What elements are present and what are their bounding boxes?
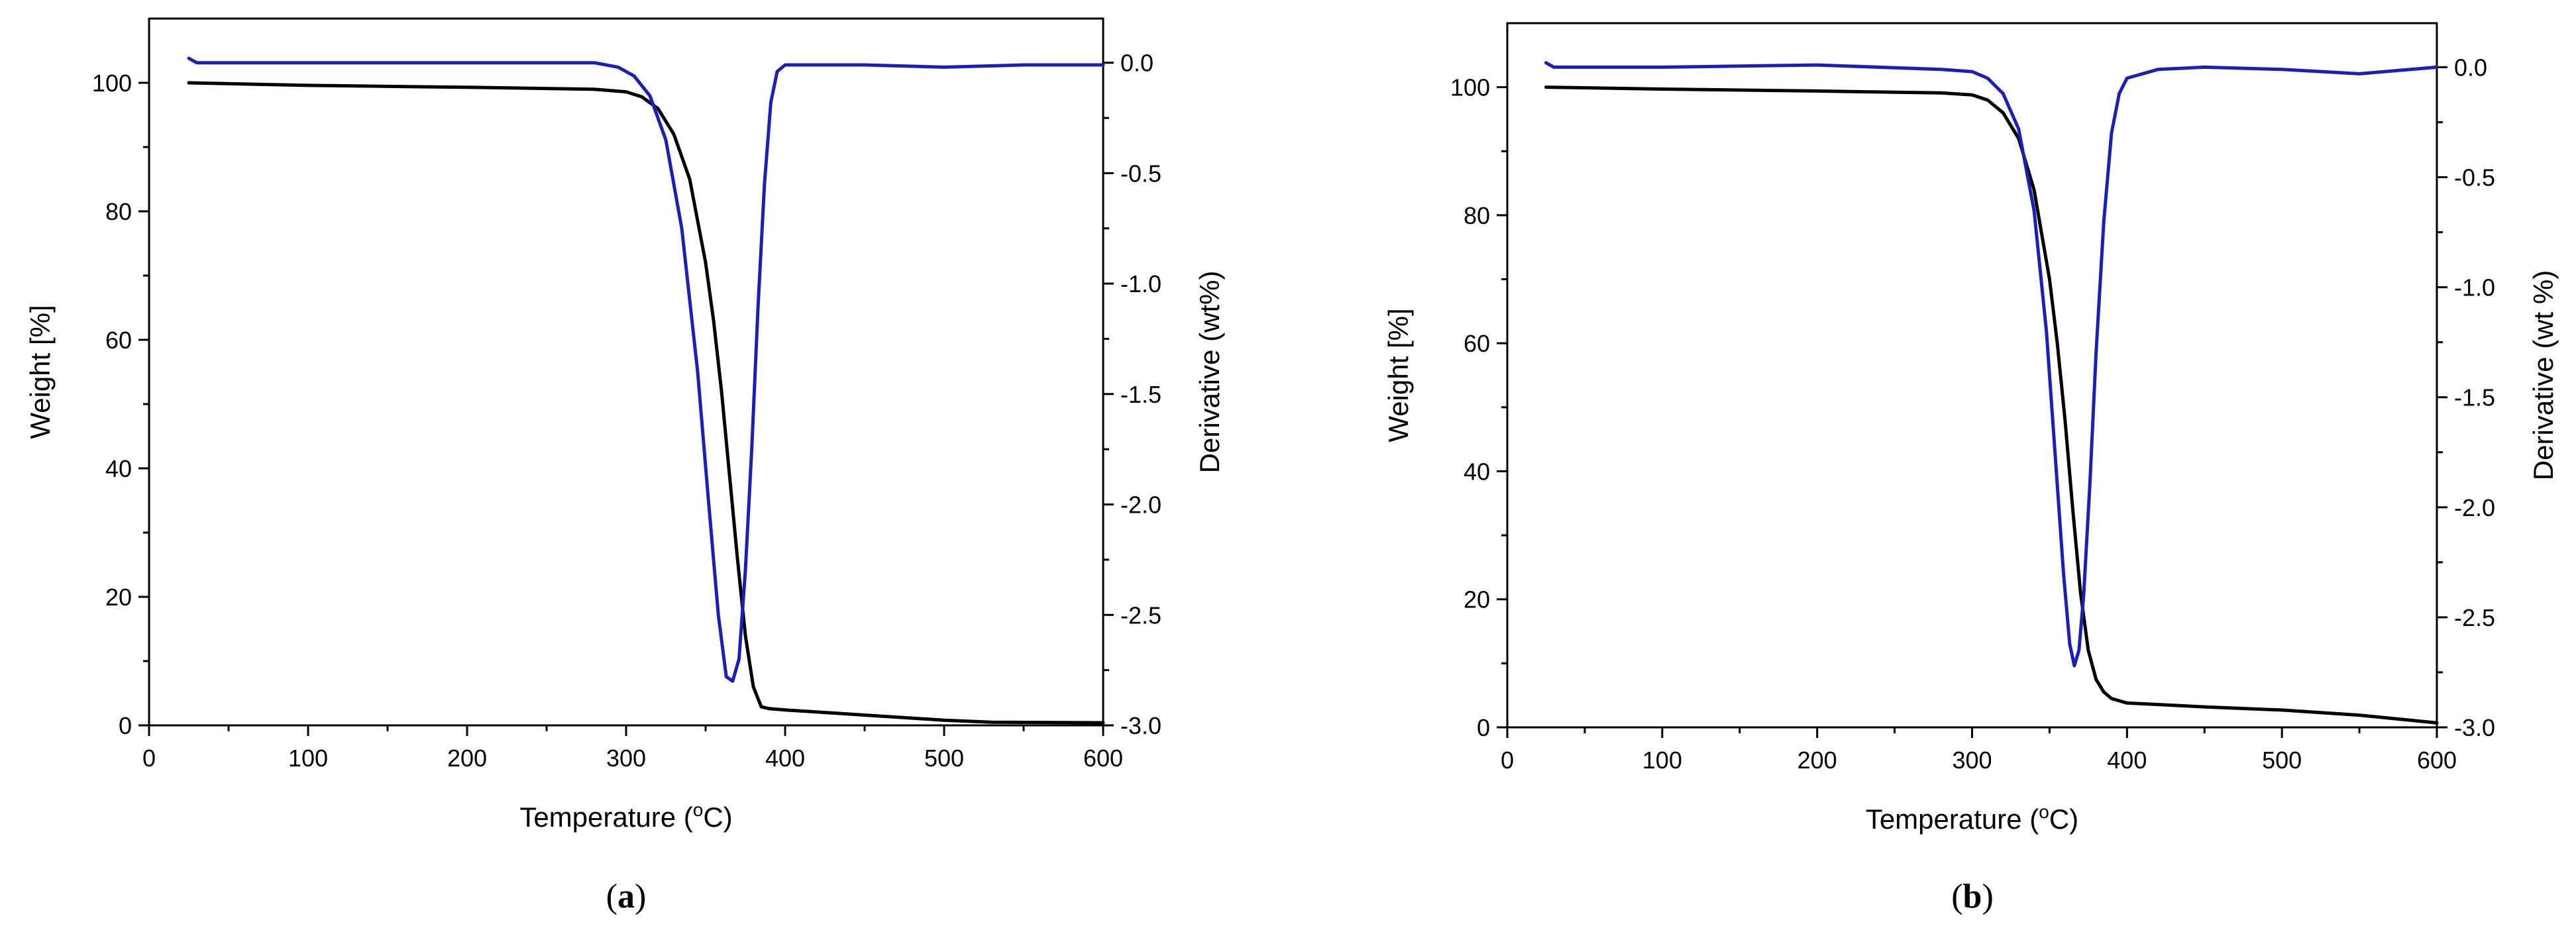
y2-tick-label: -1.0 [2454, 274, 2495, 301]
x-tick-label: 100 [1642, 747, 1682, 774]
chart-b: 0 100 200 300 400 500 600 0 20 40 60 80 100 -3.0 -2.5 -… [1383, 22, 2559, 915]
y2-tick-label: -1.5 [1120, 381, 1161, 408]
x-tick-label: 100 [288, 745, 328, 772]
y2-tick-label: -1.5 [2454, 384, 2495, 411]
x-tick-label: 0 [1501, 747, 1514, 774]
panel-caption: (b) [1951, 878, 1994, 915]
y-tick-label: 0 [119, 712, 132, 739]
plot-frame [1506, 22, 2438, 729]
x-tick-label: 500 [924, 745, 964, 772]
y2-tick-label: -3.0 [1120, 712, 1161, 739]
plot-frame [148, 17, 1104, 727]
x-tick-label: 200 [447, 745, 487, 772]
y-axis-label: Weight [%] [1383, 308, 1414, 442]
y2-tick-label: -0.5 [1120, 160, 1161, 187]
y2-axis-label: Derivative (wt%) [1194, 271, 1225, 474]
y-tick-label: 100 [92, 70, 132, 97]
derivative-line [1544, 61, 2439, 668]
y2-tick-label: -2.5 [1120, 601, 1161, 629]
derivative-line [187, 56, 1105, 683]
weight-line [187, 81, 1105, 725]
chart-a: 0 100 200 300 400 500 600 0 20 40 60 80 100 -3.0 -2.5 -… [25, 17, 1225, 915]
x-tick-label: 200 [1798, 747, 1837, 774]
y-tick-label: 60 [105, 327, 132, 354]
y2-tick-label: -1.0 [1120, 270, 1161, 297]
y2-tick-label: 0.0 [2454, 54, 2487, 81]
y2-tick-label: -2.5 [2454, 604, 2495, 631]
y-tick-label: 40 [1464, 458, 1490, 485]
y-axis-label: Weight [%] [25, 305, 56, 439]
y2-tick-label: 0.0 [1120, 50, 1154, 77]
x-tick-label: 400 [765, 745, 805, 772]
x-tick-label: 0 [142, 745, 156, 772]
y2-tick-label: -3.0 [2454, 714, 2495, 741]
y2-tick-label: -2.0 [1120, 492, 1161, 519]
x-axis-label: Temperature (oC) [519, 800, 732, 833]
y-tick-label: 0 [1477, 714, 1490, 741]
y-tick-label: 40 [105, 455, 132, 482]
y2-tick-label: -0.5 [2454, 164, 2495, 191]
y-tick-label: 80 [1464, 202, 1490, 229]
x-tick-label: 600 [1083, 745, 1123, 772]
y2-tick-label: -2.0 [2454, 494, 2495, 521]
x-tick-label: 300 [606, 745, 646, 772]
y-tick-label: 100 [1450, 74, 1490, 101]
y-tick-label: 20 [1464, 586, 1490, 613]
x-tick-label: 300 [1952, 747, 1992, 774]
panel-caption: (a) [606, 878, 647, 915]
x-axis-label: Temperature (oC) [1866, 802, 2078, 835]
y-tick-label: 80 [105, 198, 132, 225]
x-tick-label: 400 [2107, 747, 2147, 774]
weight-line [1544, 85, 2439, 725]
x-tick-label: 600 [2417, 747, 2457, 774]
y2-axis-label: Derivative (wt %) [2528, 270, 2559, 480]
y-tick-label: 60 [1464, 330, 1490, 357]
y-tick-label: 20 [105, 584, 132, 611]
x-tick-label: 500 [2262, 747, 2302, 774]
